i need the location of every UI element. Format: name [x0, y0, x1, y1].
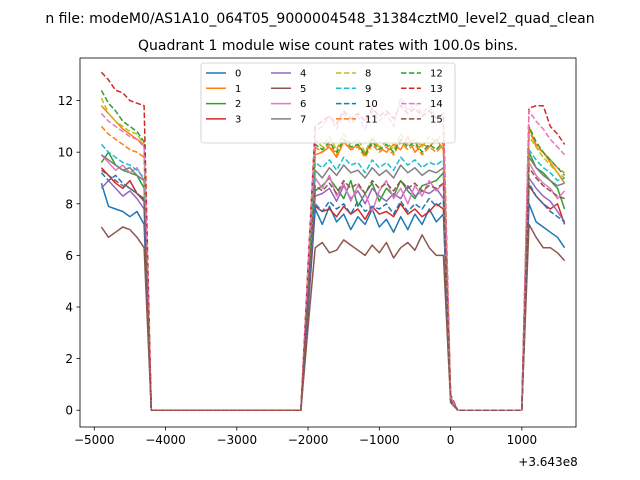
chart-title: Quadrant 1 module wise count rates with …	[138, 38, 518, 54]
legend-label-12: 12	[430, 69, 443, 80]
x-tick-label: 1000	[507, 433, 538, 447]
y-tick-label: 12	[58, 94, 73, 108]
suptitle: n file: modeM0/AS1A10_064T05_9000004548_…	[45, 11, 594, 27]
legend-label-1: 1	[235, 84, 241, 95]
legend-label-9: 9	[365, 84, 371, 95]
y-tick-label: 4	[65, 301, 73, 315]
x-tick-label: −3000	[216, 433, 257, 447]
series-line-15	[100, 166, 565, 411]
y-tick-label: 10	[58, 146, 73, 160]
y-tick-label: 0	[65, 404, 73, 418]
legend-label-14: 14	[430, 99, 443, 110]
x-tick-label: −2000	[288, 433, 329, 447]
legend-label-7: 7	[300, 114, 306, 125]
y-tick-label: 8	[65, 197, 73, 211]
legend-label-15: 15	[430, 114, 443, 125]
x-tick-label: −1000	[359, 433, 400, 447]
legend-label-6: 6	[300, 99, 306, 110]
y-tick-label: 2	[65, 352, 73, 366]
y-tick-label: 6	[65, 249, 73, 263]
legend-label-3: 3	[235, 114, 241, 125]
legend-label-5: 5	[300, 84, 306, 95]
x-tick-label: 0	[447, 433, 455, 447]
x-tick-label: −5000	[74, 433, 115, 447]
x-offset-label: +3.643e8	[518, 455, 577, 469]
legend-label-8: 8	[365, 69, 371, 80]
axes-frame	[79, 57, 577, 428]
legend-label-4: 4	[300, 69, 306, 80]
x-tick-label: −4000	[145, 433, 186, 447]
plot-area	[100, 71, 566, 411]
legend-label-11: 11	[365, 114, 378, 125]
legend-label-13: 13	[430, 84, 443, 95]
legend-label-10: 10	[365, 99, 378, 110]
legend-box	[200, 62, 456, 144]
legend-label-2: 2	[235, 99, 241, 110]
legend-label-0: 0	[235, 69, 241, 80]
